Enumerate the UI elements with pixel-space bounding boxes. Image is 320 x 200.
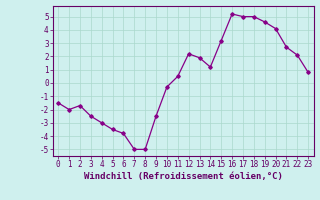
- X-axis label: Windchill (Refroidissement éolien,°C): Windchill (Refroidissement éolien,°C): [84, 172, 283, 181]
